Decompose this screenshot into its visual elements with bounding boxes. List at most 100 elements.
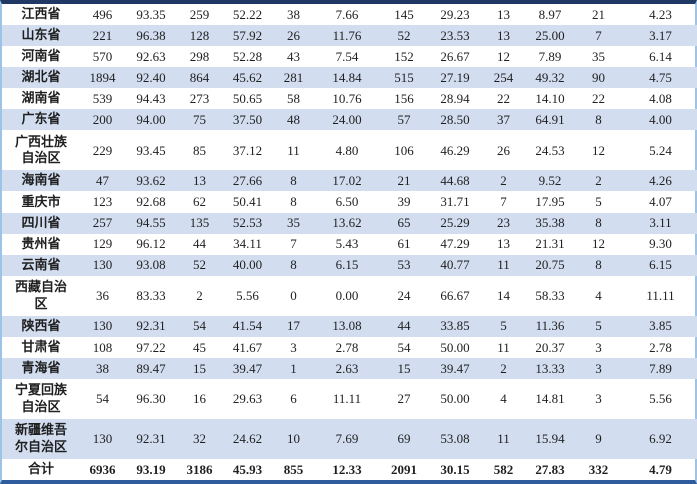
value-cell: 3: [595, 360, 602, 376]
table-row: 青海省 38 89.47 15 39.47 1 2.63 15 39.47 2 13.33 3 7.8…: [2, 357, 697, 379]
value-cell: 11.11: [646, 287, 675, 303]
value-cell: 11.76: [332, 27, 362, 43]
value-cell: 13: [497, 6, 510, 22]
value-cell: 12: [497, 48, 510, 64]
value-cell: 8: [595, 112, 602, 128]
value-cell: 17: [287, 318, 300, 334]
value-cell: 52.28: [232, 48, 263, 64]
value-cell: 40.77: [440, 257, 470, 273]
value-cell: 200: [92, 112, 113, 128]
province-statistics-table: 江西省 496 93.35 259 52.22 38 7.66 145 29.23 13 8.97…: [2, 4, 697, 480]
value-cell: 6.50: [335, 194, 359, 210]
value-cell: 129: [92, 236, 113, 252]
province-name: 青海省: [21, 359, 61, 375]
value-cell: 54: [397, 339, 411, 355]
value-cell: 58: [287, 91, 300, 107]
province-name: 四川省: [21, 214, 61, 230]
value-cell: 20.37: [535, 339, 565, 355]
table-row: 湖南省 539 94.43 273 50.65 58 10.76 156 28.94 22 14.…: [2, 88, 697, 109]
value-cell: 31.71: [440, 194, 470, 210]
value-cell: 15: [397, 360, 411, 376]
value-cell: 45: [193, 339, 206, 355]
table-row: 陕西省 130 92.31 54 41.54 17 13.08 44 33.85 5 11.36 5…: [2, 315, 697, 337]
province-name: 云南省: [21, 256, 61, 272]
value-cell: 130: [92, 257, 113, 273]
province-name: 江西省: [21, 6, 61, 22]
value-cell: 25.29: [440, 215, 470, 231]
value-cell: 34.11: [233, 236, 262, 252]
value-cell: 6.14: [649, 48, 672, 64]
value-cell: 0.00: [335, 287, 359, 303]
value-cell: 92.63: [136, 48, 166, 64]
province-name: 合计: [27, 460, 54, 476]
value-cell: 65: [397, 215, 411, 231]
value-cell: 13.33: [535, 360, 565, 376]
value-cell: 37.50: [232, 112, 263, 128]
value-cell: 3.85: [649, 318, 672, 334]
value-cell: 93.19: [136, 461, 166, 477]
value-cell: 35: [287, 215, 300, 231]
value-cell: 85: [193, 142, 206, 158]
value-cell: 5.43: [335, 236, 359, 252]
province-name: 河南省: [21, 48, 61, 64]
value-cell: 7: [290, 236, 297, 252]
value-cell: 36: [96, 287, 109, 303]
value-cell: 5.56: [236, 287, 259, 303]
province-name: 山东省: [21, 27, 61, 43]
value-cell: 7: [500, 194, 507, 210]
value-cell: 52.53: [232, 215, 263, 231]
value-cell: 7.66: [335, 6, 359, 22]
value-cell: 3: [595, 391, 602, 407]
table-row: 贵州省 129 96.12 44 34.11 7 5.43 61 47.29 13 21.31 12…: [2, 234, 697, 255]
value-cell: 13: [497, 27, 510, 43]
value-cell: 15.94: [535, 431, 565, 447]
value-cell: 92.31: [136, 318, 166, 334]
value-cell: 5.24: [649, 142, 672, 158]
value-cell: 38: [96, 360, 109, 376]
value-cell: 11.36: [535, 318, 565, 334]
value-cell: 130: [92, 431, 113, 447]
value-cell: 8: [595, 257, 602, 273]
province-name: 陕西省: [21, 317, 61, 333]
value-cell: 52.22: [232, 6, 263, 22]
value-cell: 35.38: [535, 215, 565, 231]
value-cell: 93.08: [136, 257, 166, 273]
value-cell: 4: [500, 391, 507, 407]
value-cell: 4.80: [335, 142, 359, 158]
table-body: 江西省 496 93.35 259 52.22 38 7.66 145 29.23 13 8.97…: [2, 4, 697, 480]
value-cell: 29.23: [440, 6, 470, 22]
value-cell: 11: [497, 431, 510, 447]
value-cell: 66.67: [440, 287, 470, 303]
value-cell: 496: [92, 6, 113, 22]
province-name: 湖南省: [21, 90, 61, 106]
value-cell: 26: [287, 27, 300, 43]
value-cell: 3.17: [649, 27, 672, 43]
value-cell: 53: [397, 257, 411, 273]
value-cell: 7.89: [538, 48, 562, 64]
value-cell: 94.00: [136, 112, 166, 128]
value-cell: 15: [193, 360, 206, 376]
value-cell: 43: [287, 48, 300, 64]
value-cell: 26: [497, 142, 510, 158]
value-cell: 92.68: [136, 194, 166, 210]
value-cell: 30.15: [440, 461, 470, 477]
value-cell: 20.75: [535, 257, 565, 273]
value-cell: 156: [394, 91, 414, 107]
value-cell: 1: [290, 360, 297, 376]
value-cell: 6.92: [649, 431, 672, 447]
value-cell: 49.32: [535, 69, 565, 85]
value-cell: 89.47: [136, 360, 166, 376]
value-cell: 14.81: [535, 391, 565, 407]
province-name: 重庆市: [21, 193, 61, 209]
value-cell: 2: [595, 173, 602, 189]
value-cell: 41.67: [232, 339, 263, 355]
value-cell: 864: [189, 69, 210, 85]
table-row: 山东省 221 96.38 128 57.92 26 11.76 52 23.53 13 25.0…: [2, 25, 697, 47]
table-row: 河南省 570 92.63 298 52.28 43 7.54 152 26.67 12 7.89…: [2, 46, 697, 67]
value-cell: 8.97: [538, 6, 562, 22]
province-name: 海南省: [21, 172, 61, 188]
value-cell: 3: [595, 339, 602, 355]
province-name: 湖北省: [21, 69, 61, 85]
value-cell: 27.66: [232, 173, 263, 189]
province-name: 甘肃省: [21, 338, 61, 354]
